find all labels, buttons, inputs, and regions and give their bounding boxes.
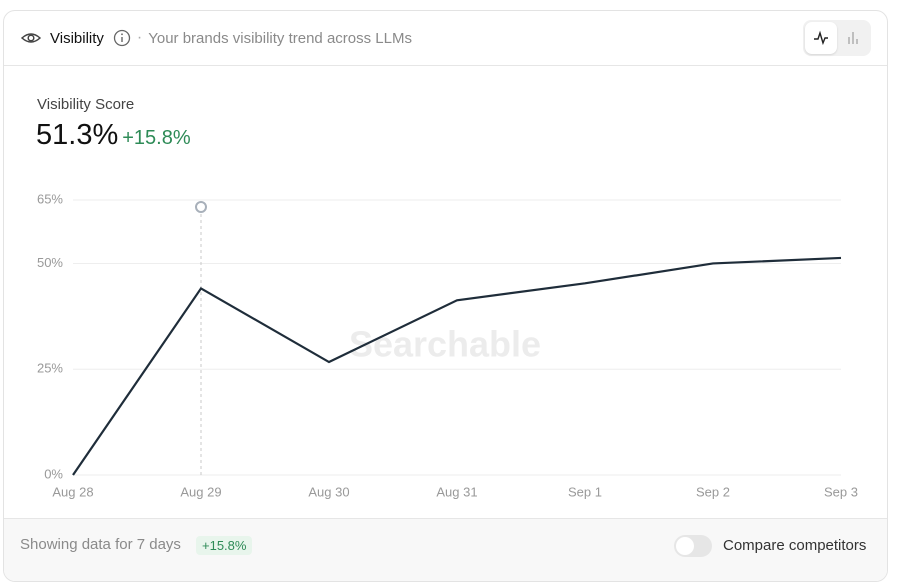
x-tick-label: Aug 31: [436, 484, 477, 499]
x-tick-label: Aug 29: [180, 484, 221, 499]
chart: Searchable 0% 25% 50% 65% Aug 28 Aug 29 Aug 30 A…: [37, 191, 858, 499]
hover-marker: [195, 201, 207, 213]
header: Visibility · Your brands visibility tren…: [4, 11, 887, 66]
line-view-button[interactable]: [805, 22, 837, 54]
card: Visibility · Your brands visibility tren…: [3, 10, 888, 582]
score: 51.3%: [36, 119, 119, 151]
x-tick-label: Aug 28: [52, 484, 93, 499]
y-tick-label: 0%: [44, 466, 63, 481]
score-value: 51.3% +15.8%: [36, 119, 191, 152]
eye-icon: [20, 33, 42, 43]
title: Visibility: [50, 29, 104, 47]
compare-switch[interactable]: [674, 535, 712, 557]
score-label: Visibility Score: [37, 96, 135, 113]
x-tick-label: Aug 30: [308, 484, 349, 499]
line: [72, 256, 842, 476]
view-toggle: [803, 20, 871, 56]
x-tick-label: Sep 3: [824, 484, 858, 499]
compare-label: Compare competitors: [723, 537, 867, 554]
watermark: Searchable: [349, 324, 541, 365]
info-icon[interactable]: [113, 29, 131, 47]
bar-view-button[interactable]: [837, 22, 869, 54]
footer-text: Showing data for 7 days: [20, 536, 181, 553]
y-tick-label: 25%: [37, 361, 63, 376]
x-tick-label: Sep 1: [568, 484, 602, 499]
y-tick-label: 65%: [37, 191, 63, 206]
footer: Showing data for 7 days +15.8% Compare c…: [4, 518, 887, 581]
separator: ·: [136, 29, 143, 46]
subtitle: Your brands visibility trend across LLMs: [148, 29, 412, 47]
x-tick-label: Sep 2: [696, 484, 730, 499]
y-tick-label: 50%: [37, 255, 63, 270]
score-change: +15.8%: [122, 127, 191, 149]
footer-badge: +15.8%: [196, 536, 253, 555]
page: Visibility · Your brands visibility tren…: [3, 10, 888, 582]
